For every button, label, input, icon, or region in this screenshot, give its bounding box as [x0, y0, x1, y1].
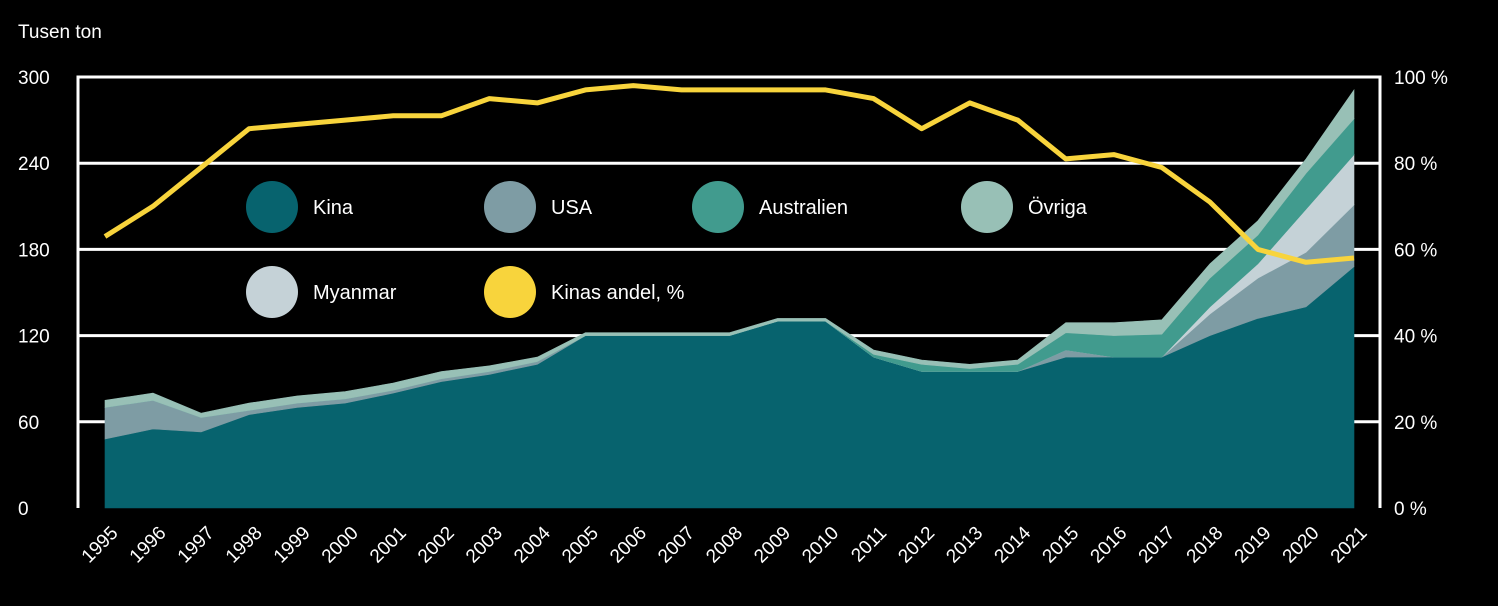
x-tick-label: 1998	[222, 523, 267, 568]
legend-swatch	[961, 181, 1013, 233]
x-axis: 1995 1996 1997 1998 1999 2000 2001 2002 2003 2004…	[78, 522, 1372, 567]
y2-tick-label: 0 %	[1394, 499, 1427, 520]
legend-swatch	[692, 181, 744, 233]
x-tick-label: 2009	[750, 523, 795, 568]
y2-tick-label: 20 %	[1394, 413, 1437, 434]
x-tick-label: 1999	[270, 523, 315, 568]
x-tick-label: 2018	[1183, 523, 1228, 568]
x-tick-label: 1996	[126, 523, 171, 568]
x-tick-label: 2017	[1135, 523, 1180, 568]
legend-swatch	[246, 181, 298, 233]
y-axis-unit-label: Tusen ton	[18, 22, 102, 43]
legend-swatch	[246, 266, 298, 318]
x-tick-label: 2000	[318, 523, 363, 568]
x-tick-label: 1997	[174, 523, 219, 568]
y2-tick-label: 80 %	[1394, 154, 1437, 175]
x-tick-label: 2004	[510, 522, 555, 567]
y-axis-left: 0 60 120 180 240 300	[18, 68, 50, 520]
y2-tick-label: 60 %	[1394, 240, 1437, 261]
y-tick-label: 120	[18, 327, 50, 348]
legend: Kina USA Australien Övriga Myanmar Kinas ande…	[246, 181, 1088, 318]
x-tick-label: 2020	[1279, 523, 1324, 568]
x-tick-label: 2014	[991, 522, 1036, 567]
legend-swatch	[484, 266, 536, 318]
legend-label: USA	[551, 197, 593, 219]
y-tick-label: 180	[18, 240, 50, 261]
legend-label: Myanmar	[313, 282, 397, 304]
legend-swatch	[484, 181, 536, 233]
line-china-share	[103, 83, 1355, 265]
x-tick-label: 1995	[78, 523, 123, 568]
china-share-line	[103, 83, 1355, 265]
x-tick-label: 2016	[1087, 523, 1132, 568]
legend-label: Australien	[759, 197, 848, 219]
y-tick-label: 60	[18, 413, 39, 434]
y-tick-label: 240	[18, 154, 50, 175]
x-tick-label: 2007	[654, 523, 699, 568]
x-tick-label: 2002	[414, 523, 459, 568]
legend-label: Kinas andel, %	[551, 282, 685, 304]
x-tick-label: 2003	[462, 523, 507, 568]
x-tick-label: 2010	[798, 523, 843, 568]
x-tick-label: 2001	[366, 523, 411, 568]
y2-tick-label: 40 %	[1394, 327, 1437, 348]
y-tick-label: 300	[18, 68, 50, 89]
x-tick-label: 2011	[847, 523, 891, 567]
x-tick-label: 2021	[1327, 523, 1372, 568]
legend-label: Kina	[313, 197, 354, 219]
legend-label: Övriga	[1028, 197, 1088, 219]
x-tick-label: 2008	[702, 523, 747, 568]
y2-tick-label: 100 %	[1394, 68, 1448, 89]
x-tick-label: 2013	[942, 523, 987, 568]
y-tick-label: 0	[18, 499, 29, 520]
x-tick-label: 2019	[1231, 523, 1276, 568]
y-axis-right: 0 % 20 % 40 % 60 % 80 % 100 %	[1394, 68, 1448, 520]
x-tick-label: 2006	[606, 523, 651, 568]
x-tick-label: 2012	[894, 523, 939, 568]
stacked-areas	[104, 88, 1355, 509]
x-tick-label: 2005	[558, 523, 603, 568]
area--vriga	[104, 88, 1355, 418]
x-tick-label: 2015	[1039, 523, 1084, 568]
